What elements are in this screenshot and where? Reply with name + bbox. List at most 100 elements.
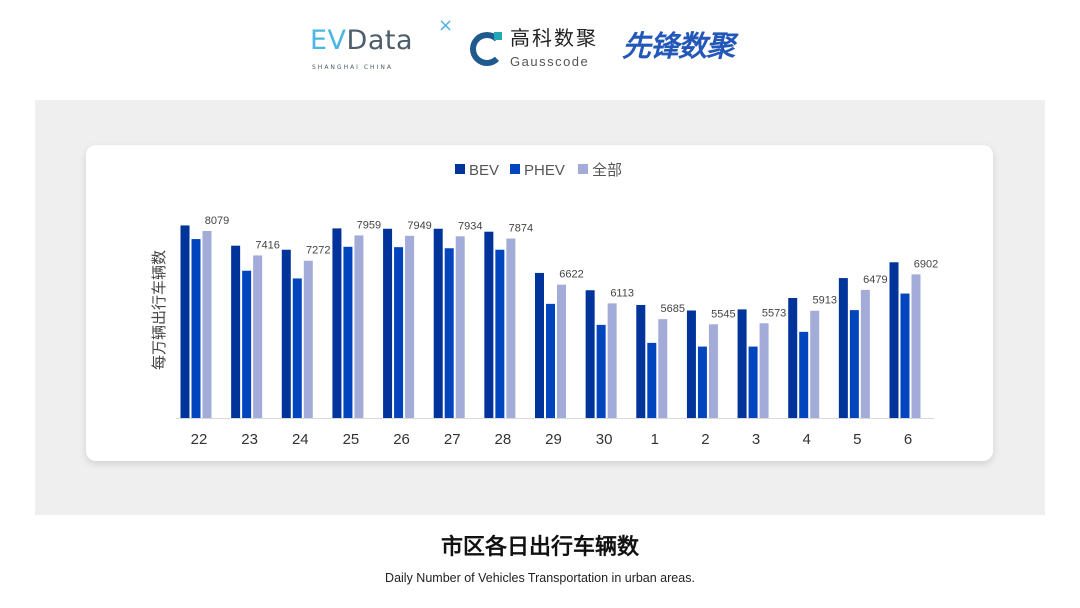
data-label-2: 5545 — [711, 308, 735, 320]
x-tick-4: 4 — [803, 431, 811, 448]
xianfeng-logo: 先锋数聚 — [622, 31, 735, 63]
bar-PHEV-28 — [495, 249, 505, 418]
gausscode-logo-en: Gausscode — [510, 54, 590, 69]
bars — [180, 225, 921, 418]
x-tick-23: 23 — [241, 431, 258, 448]
bar-BEV-24 — [281, 249, 291, 418]
bar-全部-3 — [759, 323, 769, 418]
data-label-1: 5685 — [661, 303, 685, 315]
data-label-27: 7934 — [458, 220, 482, 232]
x-tick-22: 22 — [191, 431, 208, 448]
x-tick-3: 3 — [752, 431, 760, 448]
evdata-logo-data: Data — [346, 25, 413, 56]
bar-PHEV-25 — [343, 246, 353, 418]
bar-全部-30 — [607, 303, 617, 418]
bar-BEV-28 — [484, 231, 494, 418]
x-tick-6: 6 — [904, 431, 912, 448]
bar-PHEV-24 — [292, 278, 302, 418]
bar-PHEV-29 — [546, 303, 555, 418]
evdata-logo-x: × — [438, 15, 454, 36]
bar-全部-5 — [860, 289, 870, 418]
bar-PHEV-1 — [647, 342, 657, 418]
bar-BEV-6 — [889, 262, 899, 418]
bar-BEV-30 — [585, 290, 595, 418]
x-tick-labels: 22 23 24 25 26 27 28 29 30 1 2 3 4 5 6 — [191, 431, 913, 448]
data-label-29: 6622 — [559, 269, 583, 281]
bar-PHEV-27 — [444, 248, 454, 418]
bar-PHEV-6 — [900, 293, 910, 418]
data-label-25: 7959 — [357, 219, 381, 231]
x-tick-1: 1 — [651, 431, 659, 448]
bar-全部-29 — [557, 284, 566, 418]
bar-PHEV-3 — [748, 346, 758, 418]
legend-label-BEV: BEV — [469, 162, 499, 179]
evdata-logo-ev: EV — [310, 25, 347, 56]
data-label-30: 6113 — [610, 287, 634, 299]
gausscode-logo-square-icon — [494, 32, 502, 40]
bar-BEV-29 — [535, 272, 544, 418]
evdata-logo: EVData × SHANGHAI CHINA — [310, 16, 453, 74]
bar-全部-22 — [202, 231, 212, 418]
legend-label-PHEV: PHEV — [524, 162, 565, 179]
x-tick-24: 24 — [292, 431, 309, 448]
legend-swatch-BEV — [455, 164, 465, 174]
logo-bar: EVData × SHANGHAI CHINA 高科数聚 Gausscode 先… — [0, 16, 1080, 76]
page-subtitle: Daily Number of Vehicles Transportation … — [385, 571, 695, 585]
bar-PHEV-4 — [799, 331, 809, 418]
bar-BEV-5 — [838, 278, 848, 418]
x-tick-28: 28 — [495, 431, 512, 448]
x-tick-2: 2 — [701, 431, 709, 448]
bar-PHEV-23 — [242, 270, 252, 418]
bar-全部-27 — [455, 236, 465, 418]
bar-BEV-23 — [231, 245, 241, 418]
bar-BEV-4 — [788, 297, 798, 418]
bar-全部-28 — [506, 238, 516, 418]
data-label-26: 7949 — [407, 220, 431, 232]
bar-全部-26 — [405, 235, 415, 418]
bar-BEV-25 — [332, 228, 342, 418]
bar-BEV-2 — [686, 310, 696, 418]
bar-全部-6 — [911, 274, 921, 418]
bar-BEV-3 — [737, 309, 747, 418]
evdata-logo-sub: SHANGHAI CHINA — [312, 64, 393, 71]
bar-BEV-22 — [180, 225, 190, 418]
gausscode-logo-mark-icon — [470, 32, 504, 66]
x-tick-5: 5 — [853, 431, 861, 448]
data-labels: 8079 7416 7272 7959 7949 7934 7874 6622 6113 5685… — [205, 215, 938, 320]
bar-全部-23 — [253, 255, 263, 418]
bar-全部-24 — [303, 260, 313, 418]
bar-BEV-26 — [383, 228, 393, 418]
data-label-6: 6902 — [914, 258, 938, 270]
gausscode-logo-cn: 高科数聚 — [510, 28, 598, 50]
legend: BEV PHEV 全部 — [455, 161, 622, 179]
x-tick-30: 30 — [596, 431, 613, 448]
data-label-24: 7272 — [306, 245, 330, 257]
data-label-23: 7416 — [255, 239, 279, 251]
x-tick-29: 29 — [545, 431, 562, 448]
x-tick-26: 26 — [393, 431, 410, 448]
bar-全部-1 — [658, 319, 668, 418]
legend-swatch-全部 — [578, 164, 588, 174]
legend-label-全部: 全部 — [592, 161, 622, 179]
x-tick-25: 25 — [343, 431, 360, 448]
page-title: 市区各日出行车辆数 — [440, 534, 639, 559]
bar-全部-2 — [708, 324, 718, 418]
bar-BEV-1 — [636, 304, 646, 418]
bar-PHEV-2 — [697, 346, 707, 418]
data-label-3: 5573 — [762, 307, 786, 319]
legend-swatch-PHEV — [510, 164, 520, 174]
bar-全部-25 — [354, 235, 364, 418]
y-axis-label: 每万辆出行车辆数 — [150, 250, 168, 370]
x-tick-27: 27 — [444, 431, 461, 448]
bar-PHEV-22 — [191, 239, 201, 418]
data-label-22: 8079 — [205, 215, 229, 227]
data-label-5: 6479 — [863, 274, 887, 286]
data-label-4: 5913 — [812, 295, 836, 307]
bar-BEV-27 — [433, 228, 443, 418]
bar-PHEV-26 — [394, 247, 404, 418]
bar-PHEV-5 — [849, 310, 859, 418]
bar-PHEV-30 — [596, 324, 606, 418]
data-label-28: 7874 — [509, 223, 533, 235]
bar-全部-4 — [810, 310, 820, 418]
